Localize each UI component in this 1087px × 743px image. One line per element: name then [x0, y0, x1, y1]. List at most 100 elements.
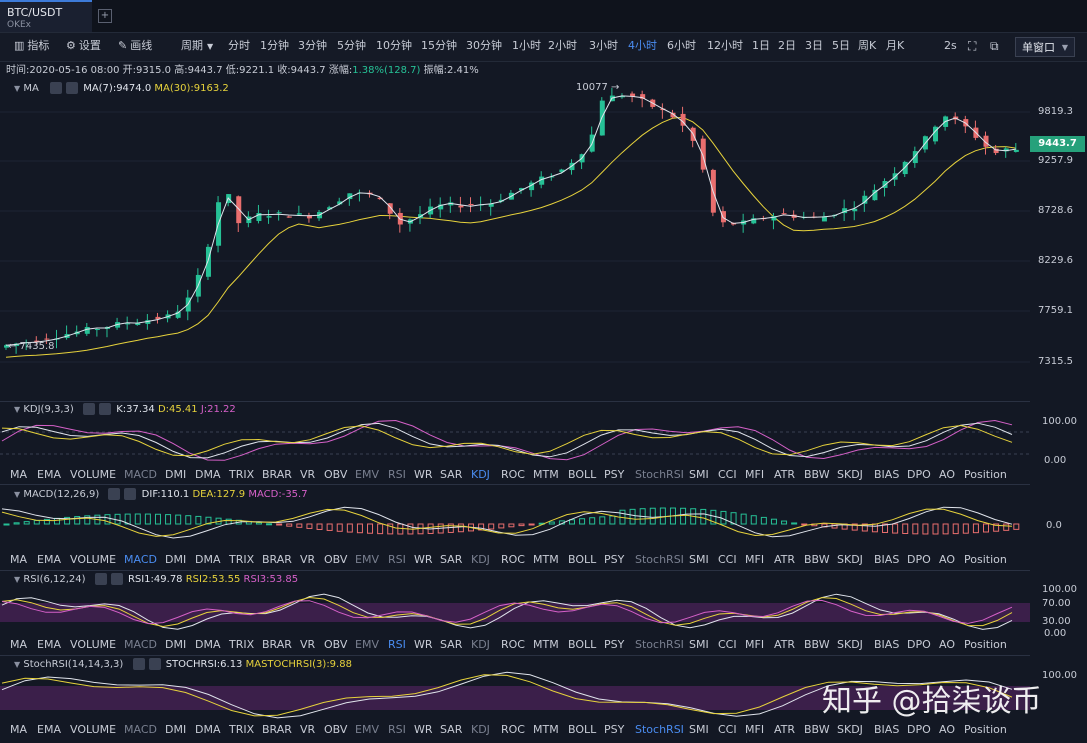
indicator-volume[interactable]: VOLUME — [70, 553, 117, 566]
indicator-mtm[interactable]: MTM — [533, 638, 559, 651]
indicator-wr[interactable]: WR — [414, 468, 433, 481]
indicator-psy[interactable]: PSY — [604, 553, 625, 566]
indicator-stochrsi[interactable]: StochRSI — [635, 638, 684, 651]
indicator-volume[interactable]: VOLUME — [70, 723, 117, 736]
interval-14[interactable]: 2日 — [778, 39, 796, 52]
indicator-atr[interactable]: ATR — [774, 468, 796, 481]
indicator-stochrsi[interactable]: StochRSI — [635, 723, 684, 736]
interval-18[interactable]: 月K — [886, 39, 905, 52]
indicator-atr[interactable]: ATR — [774, 553, 796, 566]
interval-15[interactable]: 3日 — [805, 39, 823, 52]
indicator-wr[interactable]: WR — [414, 723, 433, 736]
indicator-ao[interactable]: AO — [939, 723, 955, 736]
interval-16[interactable]: 5日 — [832, 39, 850, 52]
indicator-brar[interactable]: BRAR — [262, 468, 292, 481]
indicator-bbw[interactable]: BBW — [804, 553, 830, 566]
symbol-tab[interactable]: BTC/USDT OKEx — [0, 0, 92, 32]
indicator-dma[interactable]: DMA — [195, 468, 221, 481]
indicator-ao[interactable]: AO — [939, 638, 955, 651]
close-icon[interactable] — [99, 403, 111, 415]
indicator-boll[interactable]: BOLL — [568, 553, 597, 566]
indicator-dmi[interactable]: DMI — [165, 638, 187, 651]
indicator-dmi[interactable]: DMI — [165, 468, 187, 481]
screenshot-icon[interactable]: ⧉ — [990, 39, 999, 53]
interval-5[interactable]: 15分钟 — [421, 39, 457, 52]
indicator-boll[interactable]: BOLL — [568, 468, 597, 481]
indicator-brar[interactable]: BRAR — [262, 553, 292, 566]
indicator-mfi[interactable]: MFI — [745, 723, 765, 736]
indicator-kdj[interactable]: KDJ — [471, 638, 490, 651]
close-icon[interactable] — [66, 82, 78, 94]
interval-3[interactable]: 5分钟 — [337, 39, 366, 52]
indicator-dma[interactable]: DMA — [195, 723, 221, 736]
indicator-dpo[interactable]: DPO — [907, 468, 931, 481]
chevron-down-icon[interactable]: ▼ — [14, 84, 21, 93]
indicator-kdj[interactable]: KDJ — [471, 723, 490, 736]
interval-12[interactable]: 12小时 — [707, 39, 743, 52]
indicator-psy[interactable]: PSY — [604, 723, 625, 736]
indicator-dpo[interactable]: DPO — [907, 638, 931, 651]
indicator-bbw[interactable]: BBW — [804, 723, 830, 736]
indicator-bias[interactable]: BIAS — [874, 468, 900, 481]
chevron-down-icon[interactable]: ▼ — [14, 575, 21, 584]
indicator-volume[interactable]: VOLUME — [70, 468, 117, 481]
indicator-obv[interactable]: OBV — [324, 638, 348, 651]
interval-9[interactable]: 3小时 — [589, 39, 618, 52]
indicator-vr[interactable]: VR — [300, 723, 316, 736]
indicator-ema[interactable]: EMA — [37, 553, 61, 566]
indicator-brar[interactable]: BRAR — [262, 638, 292, 651]
indicator-psy[interactable]: PSY — [604, 638, 625, 651]
settings-button[interactable]: ⚙ 设置 — [66, 38, 101, 54]
indicator-cci[interactable]: CCI — [718, 723, 737, 736]
indicator-ma[interactable]: MA — [10, 638, 28, 651]
indicator-macd[interactable]: MACD — [124, 553, 157, 566]
indicator-vr[interactable]: VR — [300, 553, 316, 566]
indicator-brar[interactable]: BRAR — [262, 723, 292, 736]
indicator-button[interactable]: ▥ 指标 — [14, 38, 49, 54]
indicator-roc[interactable]: ROC — [501, 468, 525, 481]
settings-icon[interactable] — [50, 82, 62, 94]
indicator-obv[interactable]: OBV — [324, 468, 348, 481]
indicator-skdj[interactable]: SKDJ — [837, 553, 863, 566]
indicator-ema[interactable]: EMA — [37, 468, 61, 481]
indicator-boll[interactable]: BOLL — [568, 638, 597, 651]
indicator-emv[interactable]: EMV — [355, 468, 379, 481]
indicator-mfi[interactable]: MFI — [745, 638, 765, 651]
indicator-smi[interactable]: SMI — [689, 723, 709, 736]
indicator-mfi[interactable]: MFI — [745, 553, 765, 566]
indicator-cci[interactable]: CCI — [718, 638, 737, 651]
indicator-position[interactable]: Position — [964, 638, 1007, 651]
indicator-atr[interactable]: ATR — [774, 723, 796, 736]
indicator-skdj[interactable]: SKDJ — [837, 468, 863, 481]
indicator-dma[interactable]: DMA — [195, 553, 221, 566]
indicator-mfi[interactable]: MFI — [745, 468, 765, 481]
indicator-mtm[interactable]: MTM — [533, 553, 559, 566]
indicator-emv[interactable]: EMV — [355, 553, 379, 566]
indicator-sar[interactable]: SAR — [440, 723, 463, 736]
add-tab-button[interactable]: + — [98, 9, 112, 23]
indicator-ema[interactable]: EMA — [37, 723, 61, 736]
indicator-roc[interactable]: ROC — [501, 723, 525, 736]
indicator-ma[interactable]: MA — [10, 723, 28, 736]
interval-17[interactable]: 周K — [858, 39, 877, 52]
indicator-bbw[interactable]: BBW — [804, 638, 830, 651]
indicator-macd[interactable]: MACD — [124, 468, 157, 481]
indicator-stochrsi[interactable]: StochRSI — [635, 553, 684, 566]
settings-icon[interactable] — [108, 488, 121, 500]
indicator-wr[interactable]: WR — [414, 638, 433, 651]
indicator-ma[interactable]: MA — [10, 468, 28, 481]
indicator-rsi[interactable]: RSI — [388, 468, 406, 481]
indicator-rsi[interactable]: RSI — [388, 553, 406, 566]
indicator-roc[interactable]: ROC — [501, 638, 525, 651]
interval-13[interactable]: 1日 — [752, 39, 770, 52]
chevron-down-icon[interactable]: ▼ — [14, 660, 21, 669]
indicator-dmi[interactable]: DMI — [165, 553, 187, 566]
interval-4[interactable]: 10分钟 — [376, 39, 412, 52]
indicator-dpo[interactable]: DPO — [907, 723, 931, 736]
indicator-stochrsi[interactable]: StochRSI — [635, 468, 684, 481]
interval-8[interactable]: 2小时 — [548, 39, 577, 52]
settings-icon[interactable] — [132, 658, 145, 670]
indicator-kdj[interactable]: KDJ — [471, 468, 490, 481]
close-icon[interactable] — [110, 573, 123, 585]
indicator-cci[interactable]: CCI — [718, 553, 737, 566]
